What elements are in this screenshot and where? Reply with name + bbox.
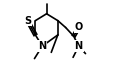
Text: S: S [24,16,31,26]
Text: O: O [74,22,82,32]
Text: N: N [38,41,46,51]
Text: N: N [74,41,82,51]
